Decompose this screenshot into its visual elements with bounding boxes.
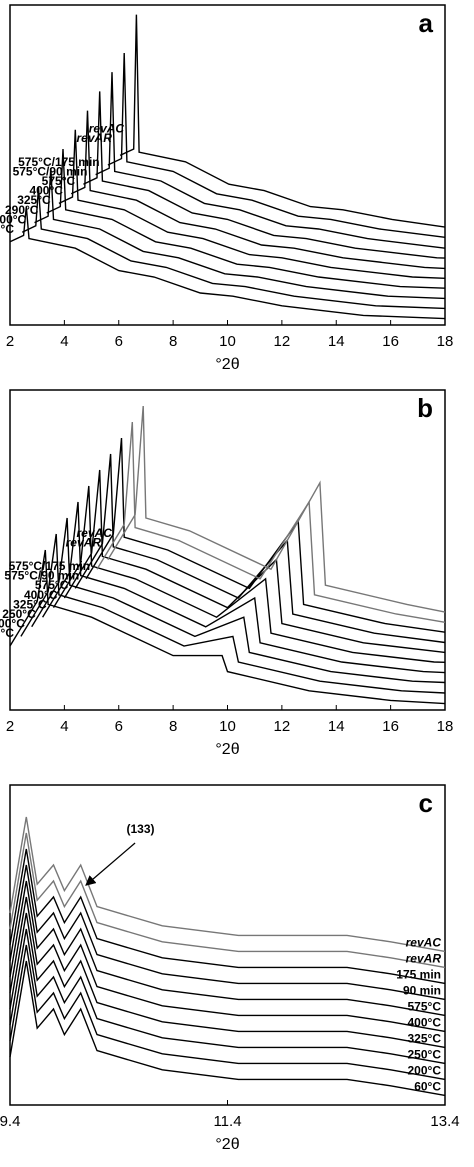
x-tick-label: 18 [437,333,454,350]
x-tick-label: 16 [382,718,399,735]
trace [9,206,446,320]
series-label: 60°C [0,626,14,640]
x-axis-label: °2θ [215,1136,239,1153]
series-label: 575°C [35,578,69,592]
trace [9,816,446,953]
x-tick-label: 4 [60,718,68,735]
series-label: 400°C [408,1016,442,1030]
series-label: revAR [77,131,113,145]
trace [9,928,446,1065]
trace [21,187,446,310]
series-label: 290°C [5,203,39,217]
series-label: 325°C [17,193,51,207]
x-tick-label: 10 [219,718,236,735]
x-axis-label: °2θ [215,356,239,373]
series-label: 60°C [0,222,14,236]
x-tick-label: 4 [60,333,68,350]
series-label: 575°C/90 min [4,569,79,583]
series-label: 325°C [408,1032,442,1046]
trace [9,549,446,705]
series-label: 250°C [408,1048,442,1062]
trace [46,148,446,289]
trace [70,110,446,270]
series-label: revAR [66,535,102,549]
x-tick-label: 12 [274,333,291,350]
trace [74,453,446,644]
x-tick-label: 14 [328,718,345,735]
trace [95,72,446,249]
plot-frame [9,784,446,1106]
panel-label: c [419,788,433,818]
series-label: 575°C [42,174,76,188]
trace [9,960,446,1097]
trace [96,421,446,623]
series-label: 575°C/175 min [9,559,91,573]
series-label: revAR [406,952,442,966]
trace [63,469,446,654]
trace [9,912,446,1049]
trace [58,129,446,279]
trace [9,832,446,969]
trace [9,880,446,1017]
series-label: revAC [406,936,442,950]
series-label: revAC [77,526,113,540]
annotation: (133) [126,822,154,836]
trace [107,405,446,613]
series-label: revAC [89,122,125,136]
trace [9,864,446,1001]
trace [20,533,446,694]
x-tick-label: 18 [437,718,454,735]
trace [85,437,446,633]
x-tick-label: 11.4 [213,1113,241,1130]
series-label: 200°C [0,212,27,226]
panel-label: a [419,8,434,38]
series-label: 575°C/90 min [13,164,88,178]
series-label: 575°C [408,1000,442,1014]
x-tick-label: 16 [382,333,399,350]
x-tick-label: 9.4 [0,1113,20,1130]
series-label: 200°C [0,617,25,631]
series-label: 575°C/175 min [18,155,100,169]
plot-frame [9,389,446,711]
annotation-arrow [85,842,136,886]
x-tick-label: 13.4 [430,1113,459,1130]
x-tick-label: 6 [115,333,123,350]
x-axis-label: °2θ [215,741,239,758]
series-label: 250°C [2,607,36,621]
x-tick-label: 8 [169,333,177,350]
trace [42,501,446,674]
panel-label: b [417,393,433,423]
x-tick-label: 14 [328,333,345,350]
x-tick-label: 2 [6,718,14,735]
trace [83,91,446,259]
x-tick-label: 12 [274,718,291,735]
series-label: 60°C [414,1080,441,1094]
trace [119,14,446,228]
trace [34,168,446,300]
trace [31,517,446,684]
series-label: 200°C [408,1064,442,1078]
series-label: 400°C [24,588,58,602]
series-label: 90 min [403,984,441,998]
trace [9,848,446,985]
x-tick-label: 2 [6,333,14,350]
trace [107,52,446,238]
x-tick-label: 8 [169,718,177,735]
x-tick-label: 6 [115,718,123,735]
trace [9,896,446,1033]
trace [52,485,446,663]
series-label: 400°C [29,184,63,198]
series-label: 325°C [13,597,47,611]
trace [9,944,446,1081]
series-label: 175 min [396,968,441,982]
x-tick-label: 10 [219,333,236,350]
